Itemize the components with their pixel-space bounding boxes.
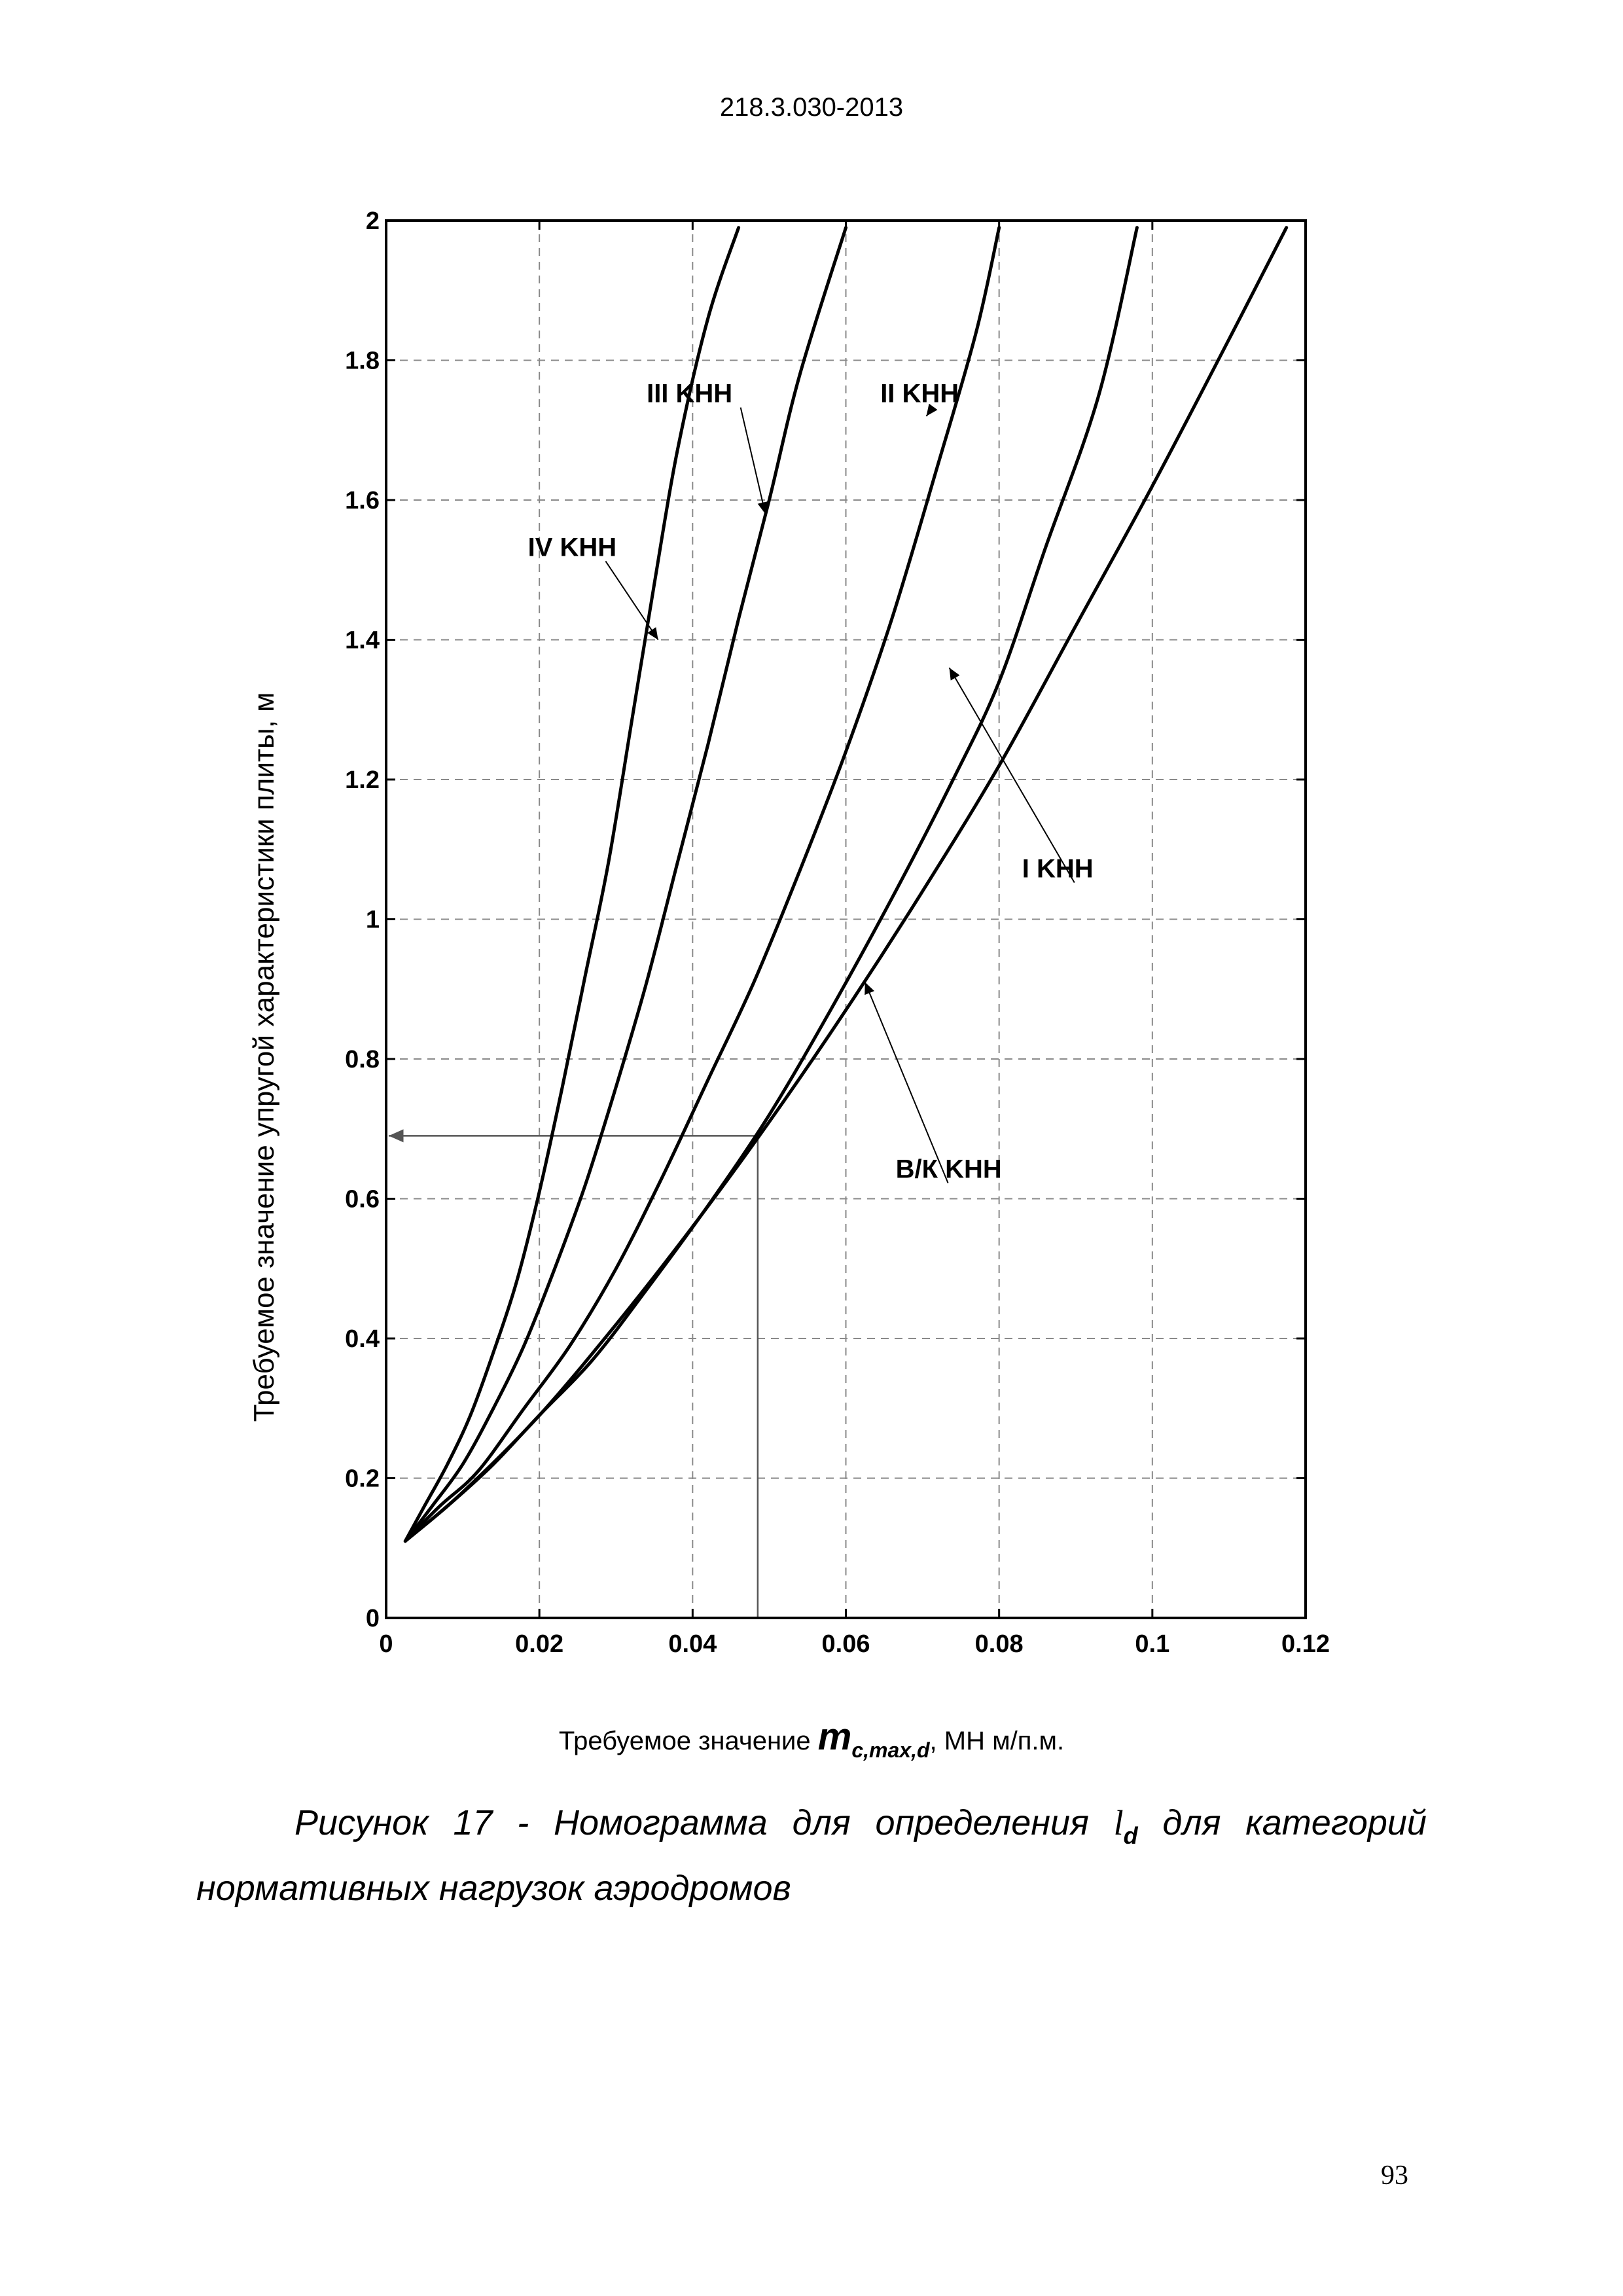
- caption-line-2: нормативных нагрузок аэродромов: [196, 1869, 791, 1908]
- x-tick-label: 0: [379, 1630, 393, 1658]
- annotation-arrow: [948, 667, 1075, 883]
- page-number: 93: [1381, 2161, 1408, 2191]
- series-line: [403, 226, 847, 1543]
- series-line: [403, 226, 1001, 1543]
- series-label: I KHH: [1022, 854, 1094, 883]
- y-tick-label: 0.2: [345, 1465, 380, 1493]
- y-tick-label: 0.4: [345, 1325, 380, 1353]
- document-header: 218.3.030-2013: [719, 93, 904, 122]
- annotation-arrow: [925, 403, 938, 417]
- y-tick-label: 0: [366, 1605, 380, 1632]
- y-tick-label: 0.6: [345, 1186, 380, 1213]
- caption-prefix: Рисунок 17 - Номограмма для определения: [294, 1803, 1089, 1842]
- caption-line-1: Рисунок 17 - Номограмма для определения …: [196, 1797, 1427, 1862]
- x-axis-symbol: m: [817, 1715, 852, 1758]
- y-tick-label: 0.8: [345, 1046, 380, 1073]
- series-line: [403, 226, 1289, 1543]
- annotation-arrow: [605, 560, 659, 641]
- series-line: [403, 226, 1139, 1543]
- y-tick-label: 1.4: [345, 627, 380, 655]
- y-axis-label: Требуемое значение упругой характеристик…: [248, 692, 280, 1422]
- series-label: II KHH: [880, 380, 959, 408]
- caption-symbol: l: [1113, 1803, 1124, 1842]
- series: [403, 226, 1289, 1543]
- x-axis-label: Требуемое значение mc,max,d, МН м/п.м.: [0, 1715, 1623, 1763]
- x-tick-label: 0.1: [1135, 1630, 1169, 1658]
- x-tick-label: 0.08: [975, 1630, 1024, 1658]
- y-tick-label: 1.8: [345, 348, 380, 375]
- example-lines: [389, 1129, 759, 1618]
- axes: [385, 219, 1307, 1619]
- series-label: В/К KHH: [896, 1155, 1002, 1183]
- caption-symbol-sub: d: [1123, 1822, 1138, 1849]
- x-tick-label: 0.02: [515, 1630, 563, 1658]
- x-axis-symbol-sub: c,max,d: [851, 1738, 930, 1762]
- y-tick-label: 2: [366, 207, 380, 235]
- annotations: III KHH II KHH IV KHH I KHH В/К KHH: [528, 380, 1094, 1184]
- figure-caption: Рисунок 17 - Номограмма для определения …: [196, 1797, 1427, 1914]
- x-tick-label: 0.04: [668, 1630, 717, 1658]
- y-tick-label: 1.2: [345, 766, 380, 794]
- tick-labels: 0 0.02 0.04 0.06 0.08 0.1 0.12 0 0.2 0.4 0.6 0.8 1 1.…: [345, 207, 1330, 1658]
- y-tick-label: 1: [366, 906, 380, 934]
- y-tick-label: 1.6: [345, 487, 380, 514]
- annotation-arrow: [864, 982, 949, 1183]
- series-label: IV KHH: [528, 533, 617, 562]
- x-tick-label: 0.06: [822, 1630, 870, 1658]
- x-tick-label: 0.12: [1281, 1630, 1330, 1658]
- annotation-arrow: [740, 407, 768, 514]
- x-axis-label-suffix: , МН м/п.м.: [929, 1727, 1065, 1755]
- x-axis-label-prefix: Требуемое значение: [558, 1727, 811, 1755]
- series-line: [403, 226, 741, 1543]
- series-label: III KHH: [647, 380, 732, 408]
- caption-suffix: для категорий: [1162, 1803, 1427, 1842]
- plot-frame: [385, 219, 1307, 1619]
